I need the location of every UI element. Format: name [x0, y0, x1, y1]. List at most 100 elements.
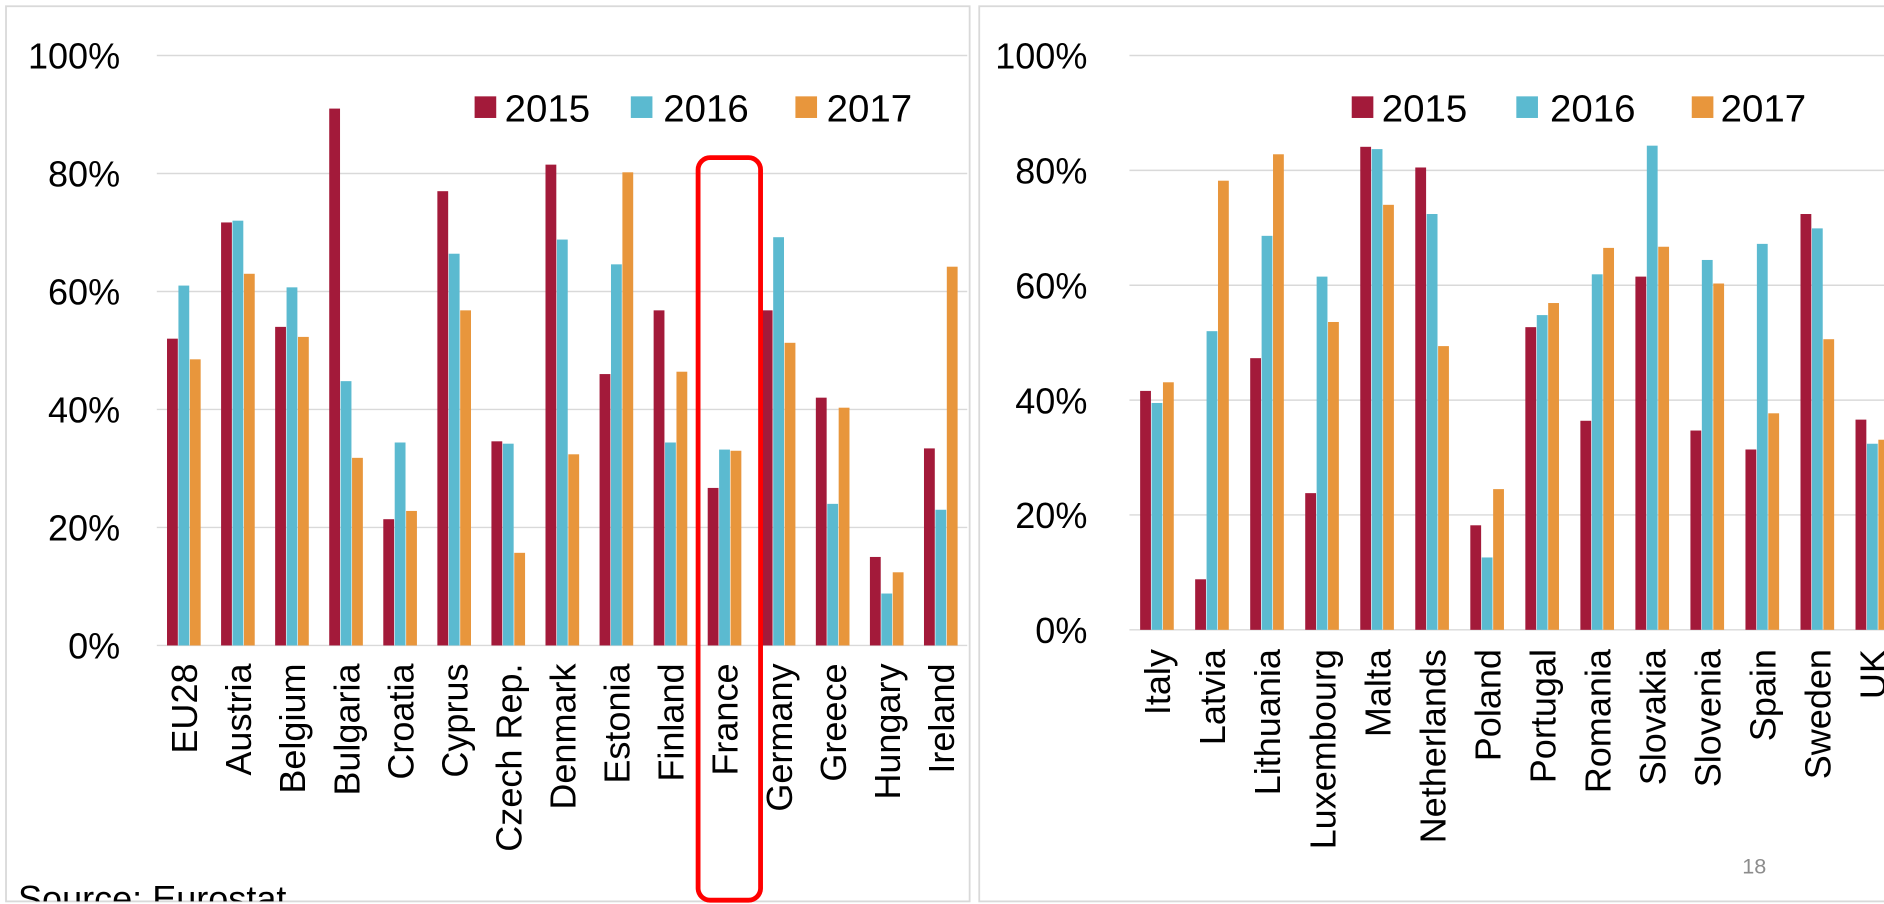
bar — [773, 237, 784, 646]
legend-label: 2017 — [827, 88, 913, 131]
bar — [1162, 382, 1174, 630]
legend-swatch — [630, 96, 653, 118]
x-tick-label: Denmark — [543, 662, 584, 809]
bar — [719, 449, 730, 646]
bar — [1580, 420, 1592, 630]
x-tick-label: Luxembourg — [1302, 649, 1343, 849]
bar — [881, 593, 893, 646]
highlight-box — [695, 155, 763, 903]
bar — [329, 108, 341, 646]
bar — [1866, 443, 1878, 630]
bar — [406, 510, 417, 646]
x-tick-label: Belgium — [272, 663, 313, 793]
bar — [784, 342, 796, 646]
x-tick-label: Ireland — [921, 663, 962, 773]
y-tick-label: 100% — [995, 36, 1087, 77]
legend-label: 2016 — [663, 88, 749, 131]
bar — [1768, 413, 1780, 630]
x-tick-label: Slovakia — [1632, 648, 1673, 785]
y-tick-label: 20% — [1015, 495, 1087, 536]
x-tick-label: Cyprus — [434, 663, 475, 777]
y-tick-label: 40% — [48, 390, 120, 431]
bar — [1690, 430, 1702, 630]
bar — [1195, 579, 1206, 630]
bar — [1261, 235, 1273, 630]
bar — [275, 326, 286, 646]
source-note: Source: Eurostat — [18, 878, 286, 904]
bar — [838, 407, 850, 646]
bar — [653, 310, 665, 646]
x-tick-label: UK — [1853, 649, 1884, 699]
bar — [946, 266, 958, 646]
x-tick-label: France — [705, 663, 746, 775]
bar — [1493, 489, 1504, 630]
bar — [1800, 214, 1812, 630]
bar — [286, 287, 298, 646]
bar — [1328, 321, 1339, 630]
x-tick-label: Greece — [813, 663, 854, 781]
bar — [923, 448, 935, 646]
right-chart: 0% 20% 40% 60% 80% 100% Italy Latvia Lithuania Lu… — [995, 36, 1884, 849]
x-tick-label: Bulgaria — [326, 663, 367, 796]
bar — [827, 503, 839, 646]
legend-label: 2016 — [1550, 88, 1636, 131]
x-tick-label: Hungary — [867, 663, 908, 799]
bar — [243, 273, 255, 646]
bar — [1525, 327, 1537, 630]
bar — [1603, 247, 1615, 630]
x-tick-label: Romania — [1577, 648, 1618, 793]
page-number: 18 — [1742, 854, 1766, 879]
bar — [1206, 331, 1218, 630]
y-tick-label: 60% — [1015, 265, 1087, 306]
left-chart: 0% 20% 40% 60% 80% 100% EU28 Austria Belgium Bulg… — [28, 36, 968, 852]
bar — [1151, 402, 1163, 630]
legend-swatch — [1351, 96, 1374, 118]
bar — [610, 264, 622, 646]
x-tick-label: Germany — [759, 663, 800, 811]
y-tick-label: 40% — [1015, 380, 1087, 421]
bar — [1635, 276, 1647, 630]
x-tick-label: Spain — [1743, 649, 1784, 741]
bar — [599, 374, 611, 646]
legend-swatch — [795, 96, 818, 118]
bar — [437, 191, 449, 646]
bar — [297, 336, 309, 646]
x-tick-label: Czech Rep. — [488, 663, 529, 851]
y-tick-label: 80% — [1015, 151, 1087, 192]
x-tick-label: EU28 — [164, 663, 205, 753]
bar — [935, 509, 947, 646]
x-tick-label: Poland — [1467, 649, 1508, 761]
bar — [1481, 557, 1493, 630]
x-tick-label: Italy — [1137, 649, 1178, 715]
bar — [189, 359, 201, 646]
bar — [1713, 283, 1725, 630]
bar — [1438, 346, 1449, 630]
bar — [1371, 149, 1383, 630]
bar — [568, 454, 580, 646]
bar — [1383, 204, 1394, 630]
bar — [556, 239, 568, 646]
bar — [1811, 228, 1823, 630]
y-tick-label: 60% — [48, 272, 120, 313]
bar — [1536, 315, 1548, 630]
x-tick-label: Croatia — [380, 663, 421, 780]
bar — [394, 442, 406, 646]
bar — [730, 450, 742, 646]
bar — [622, 172, 634, 646]
bar — [707, 487, 719, 646]
bar — [460, 310, 471, 646]
bar — [448, 253, 460, 646]
x-tick-label: Netherlands — [1412, 649, 1453, 843]
bar — [892, 572, 904, 646]
bar — [1415, 167, 1427, 630]
x-tick-label: Lithuania — [1247, 648, 1288, 795]
bar — [665, 442, 676, 646]
x-tick-label: Latvia — [1192, 648, 1233, 745]
x-tick-label: Slovenia — [1687, 648, 1728, 787]
legend-label: 2015 — [505, 88, 591, 131]
bar — [761, 310, 773, 646]
bar — [502, 443, 514, 646]
x-tick-label: Austria — [218, 663, 259, 776]
